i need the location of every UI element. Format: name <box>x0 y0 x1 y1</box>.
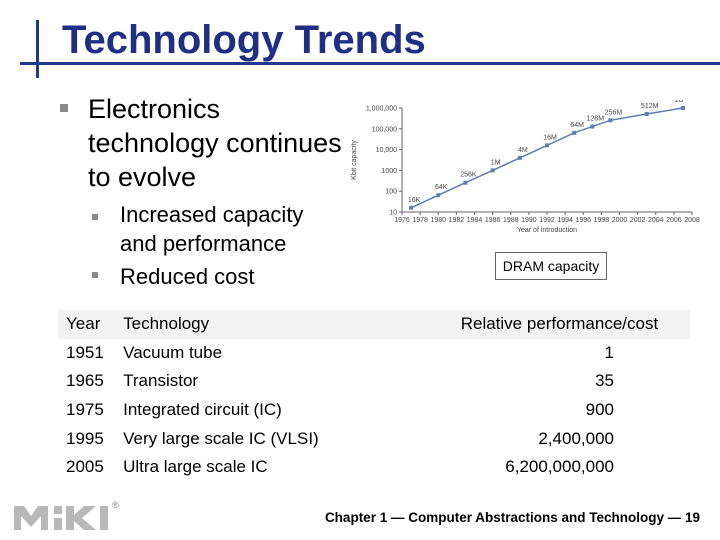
data-point-label: 512M <box>641 103 659 110</box>
x-tick-label: 2000 <box>612 217 628 224</box>
cell-technology: Integrated circuit (IC) <box>123 400 282 420</box>
data-point <box>680 106 685 110</box>
table-row: 1975 Integrated circuit (IC) 900 <box>58 396 690 425</box>
data-point-label: 128M <box>587 116 605 123</box>
y-tick-label: 10,000 <box>376 147 398 154</box>
data-point-label: 64K <box>435 184 448 191</box>
cell-year: 2005 <box>66 457 104 477</box>
data-point <box>463 180 468 185</box>
data-point <box>608 118 613 123</box>
table-header-row: Year Technology Relative performance/cos… <box>58 310 690 339</box>
cell-technology: Transistor <box>123 371 199 391</box>
x-tick-label: 2006 <box>666 217 682 224</box>
data-point <box>644 112 649 117</box>
x-tick-label: 1982 <box>449 217 465 224</box>
cell-performance: 1 <box>604 342 614 362</box>
sub-bullet-text: Increased capacity and performance <box>120 202 304 256</box>
sub-bullet-text: Reduced cost <box>120 264 255 289</box>
mk-logo: ® <box>14 500 119 530</box>
data-point-label: 1M <box>491 159 501 166</box>
chart-caption: DRAM capacity <box>495 252 607 280</box>
data-point <box>572 130 577 135</box>
title-accent-vertical <box>36 20 39 78</box>
header-performance: Relative performance/cost <box>460 314 659 334</box>
x-tick-label: 1996 <box>575 217 591 224</box>
sub-bullet-square-icon <box>92 214 98 220</box>
data-point-label: 256K <box>460 172 477 179</box>
cell-performance: 900 <box>585 400 614 420</box>
bullet-main-text: Electronics technology continues to evol… <box>88 94 342 192</box>
data-point <box>409 205 414 210</box>
technology-table: Year Technology Relative performance/cos… <box>58 310 690 482</box>
cell-year: 1995 <box>66 428 104 448</box>
x-tick-label: 1986 <box>485 217 501 224</box>
x-tick-label: 2004 <box>648 217 664 224</box>
x-tick-label: 1990 <box>521 217 537 224</box>
footer-text: Chapter 1 — Computer Abstractions and Te… <box>324 510 700 525</box>
x-tick-label: 1976 <box>394 217 410 224</box>
slide-title: Technology Trends <box>62 18 426 62</box>
data-point-label: 1G <box>674 100 683 104</box>
x-tick-label: 1998 <box>594 217 610 224</box>
header-technology: Technology <box>123 314 210 334</box>
data-point <box>436 193 441 198</box>
data-point <box>590 124 595 129</box>
table-row: 1995 Very large scale IC (VLSI) 2,400,00… <box>58 424 690 453</box>
cell-performance: 6,200,000,000 <box>505 457 614 477</box>
cell-technology: Ultra large scale IC <box>123 457 268 477</box>
data-point-label: 64M <box>570 122 584 129</box>
header-year: Year <box>66 314 101 334</box>
x-tick-label: 1994 <box>557 217 573 224</box>
table-row: 1951 Vacuum tube 1 <box>58 339 690 368</box>
y-tick-label: 1,000,000 <box>366 106 397 113</box>
title-underline <box>20 62 720 65</box>
y-tick-label: 10 <box>389 210 397 217</box>
mk-logo-mark <box>14 506 108 530</box>
data-point <box>490 168 495 173</box>
data-point-label: 16M <box>543 134 557 141</box>
x-tick-label: 1984 <box>467 217 483 224</box>
bullet-square-icon <box>60 104 68 112</box>
table-row: 1965 Transistor 35 <box>58 367 690 396</box>
cell-year: 1975 <box>66 400 104 420</box>
cell-technology: Vacuum tube <box>123 342 223 362</box>
x-tick-label: 2008 <box>684 217 700 224</box>
y-axis-label: Kbit capacity <box>351 140 358 180</box>
series-line <box>410 107 684 209</box>
x-tick-label: 1992 <box>539 217 555 224</box>
data-point <box>545 143 549 148</box>
data-point-label: 16K <box>408 197 421 204</box>
data-point-label: 256M <box>605 109 623 116</box>
cell-performance: 2,400,000 <box>538 428 614 448</box>
x-tick-label: 1978 <box>412 217 428 224</box>
data-point-label: 4M <box>518 147 528 154</box>
x-axis-label: Year of introduction <box>517 227 577 234</box>
sub-bullet-square-icon <box>92 272 98 278</box>
y-tick-label: 1000 <box>381 168 397 175</box>
cell-technology: Very large scale IC (VLSI) <box>123 428 319 448</box>
x-tick-label: 2002 <box>630 217 646 224</box>
y-tick-label: 100,000 <box>372 126 397 133</box>
x-tick-label: 1980 <box>430 217 446 224</box>
table-row: 2005 Ultra large scale IC 6,200,000,000 <box>58 453 690 482</box>
cell-performance: 35 <box>595 371 614 391</box>
cell-year: 1965 <box>66 371 104 391</box>
registered-mark: ® <box>112 500 119 510</box>
cell-year: 1951 <box>66 342 104 362</box>
data-point <box>517 155 522 160</box>
x-tick-label: 1988 <box>503 217 519 224</box>
y-tick-label: 100 <box>385 189 397 196</box>
